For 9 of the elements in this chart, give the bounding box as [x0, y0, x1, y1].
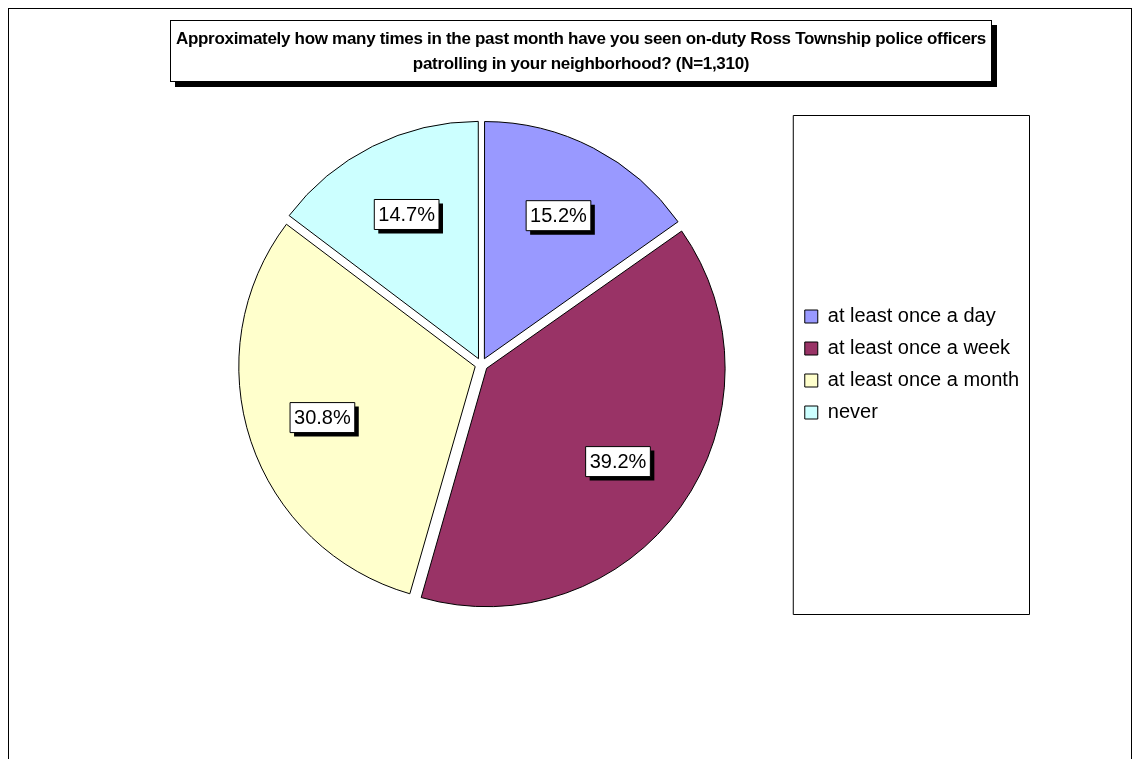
- legend-label: at least once a day: [827, 304, 996, 327]
- data-label: 30.8%: [294, 406, 351, 429]
- chart-title: Approximately how many times in the past month have you seen on-duty Ross Township police officers patrolling in your neighborhood? (N=1,310): [170, 20, 992, 82]
- legend-label: at least once a week: [827, 336, 1012, 359]
- data-label: 15.2%: [530, 204, 588, 227]
- data-label: 14.7%: [378, 203, 436, 226]
- legend-label: at least once a month: [827, 368, 1019, 391]
- data-label: 39.2%: [589, 450, 647, 473]
- legend-label: never: [827, 400, 879, 423]
